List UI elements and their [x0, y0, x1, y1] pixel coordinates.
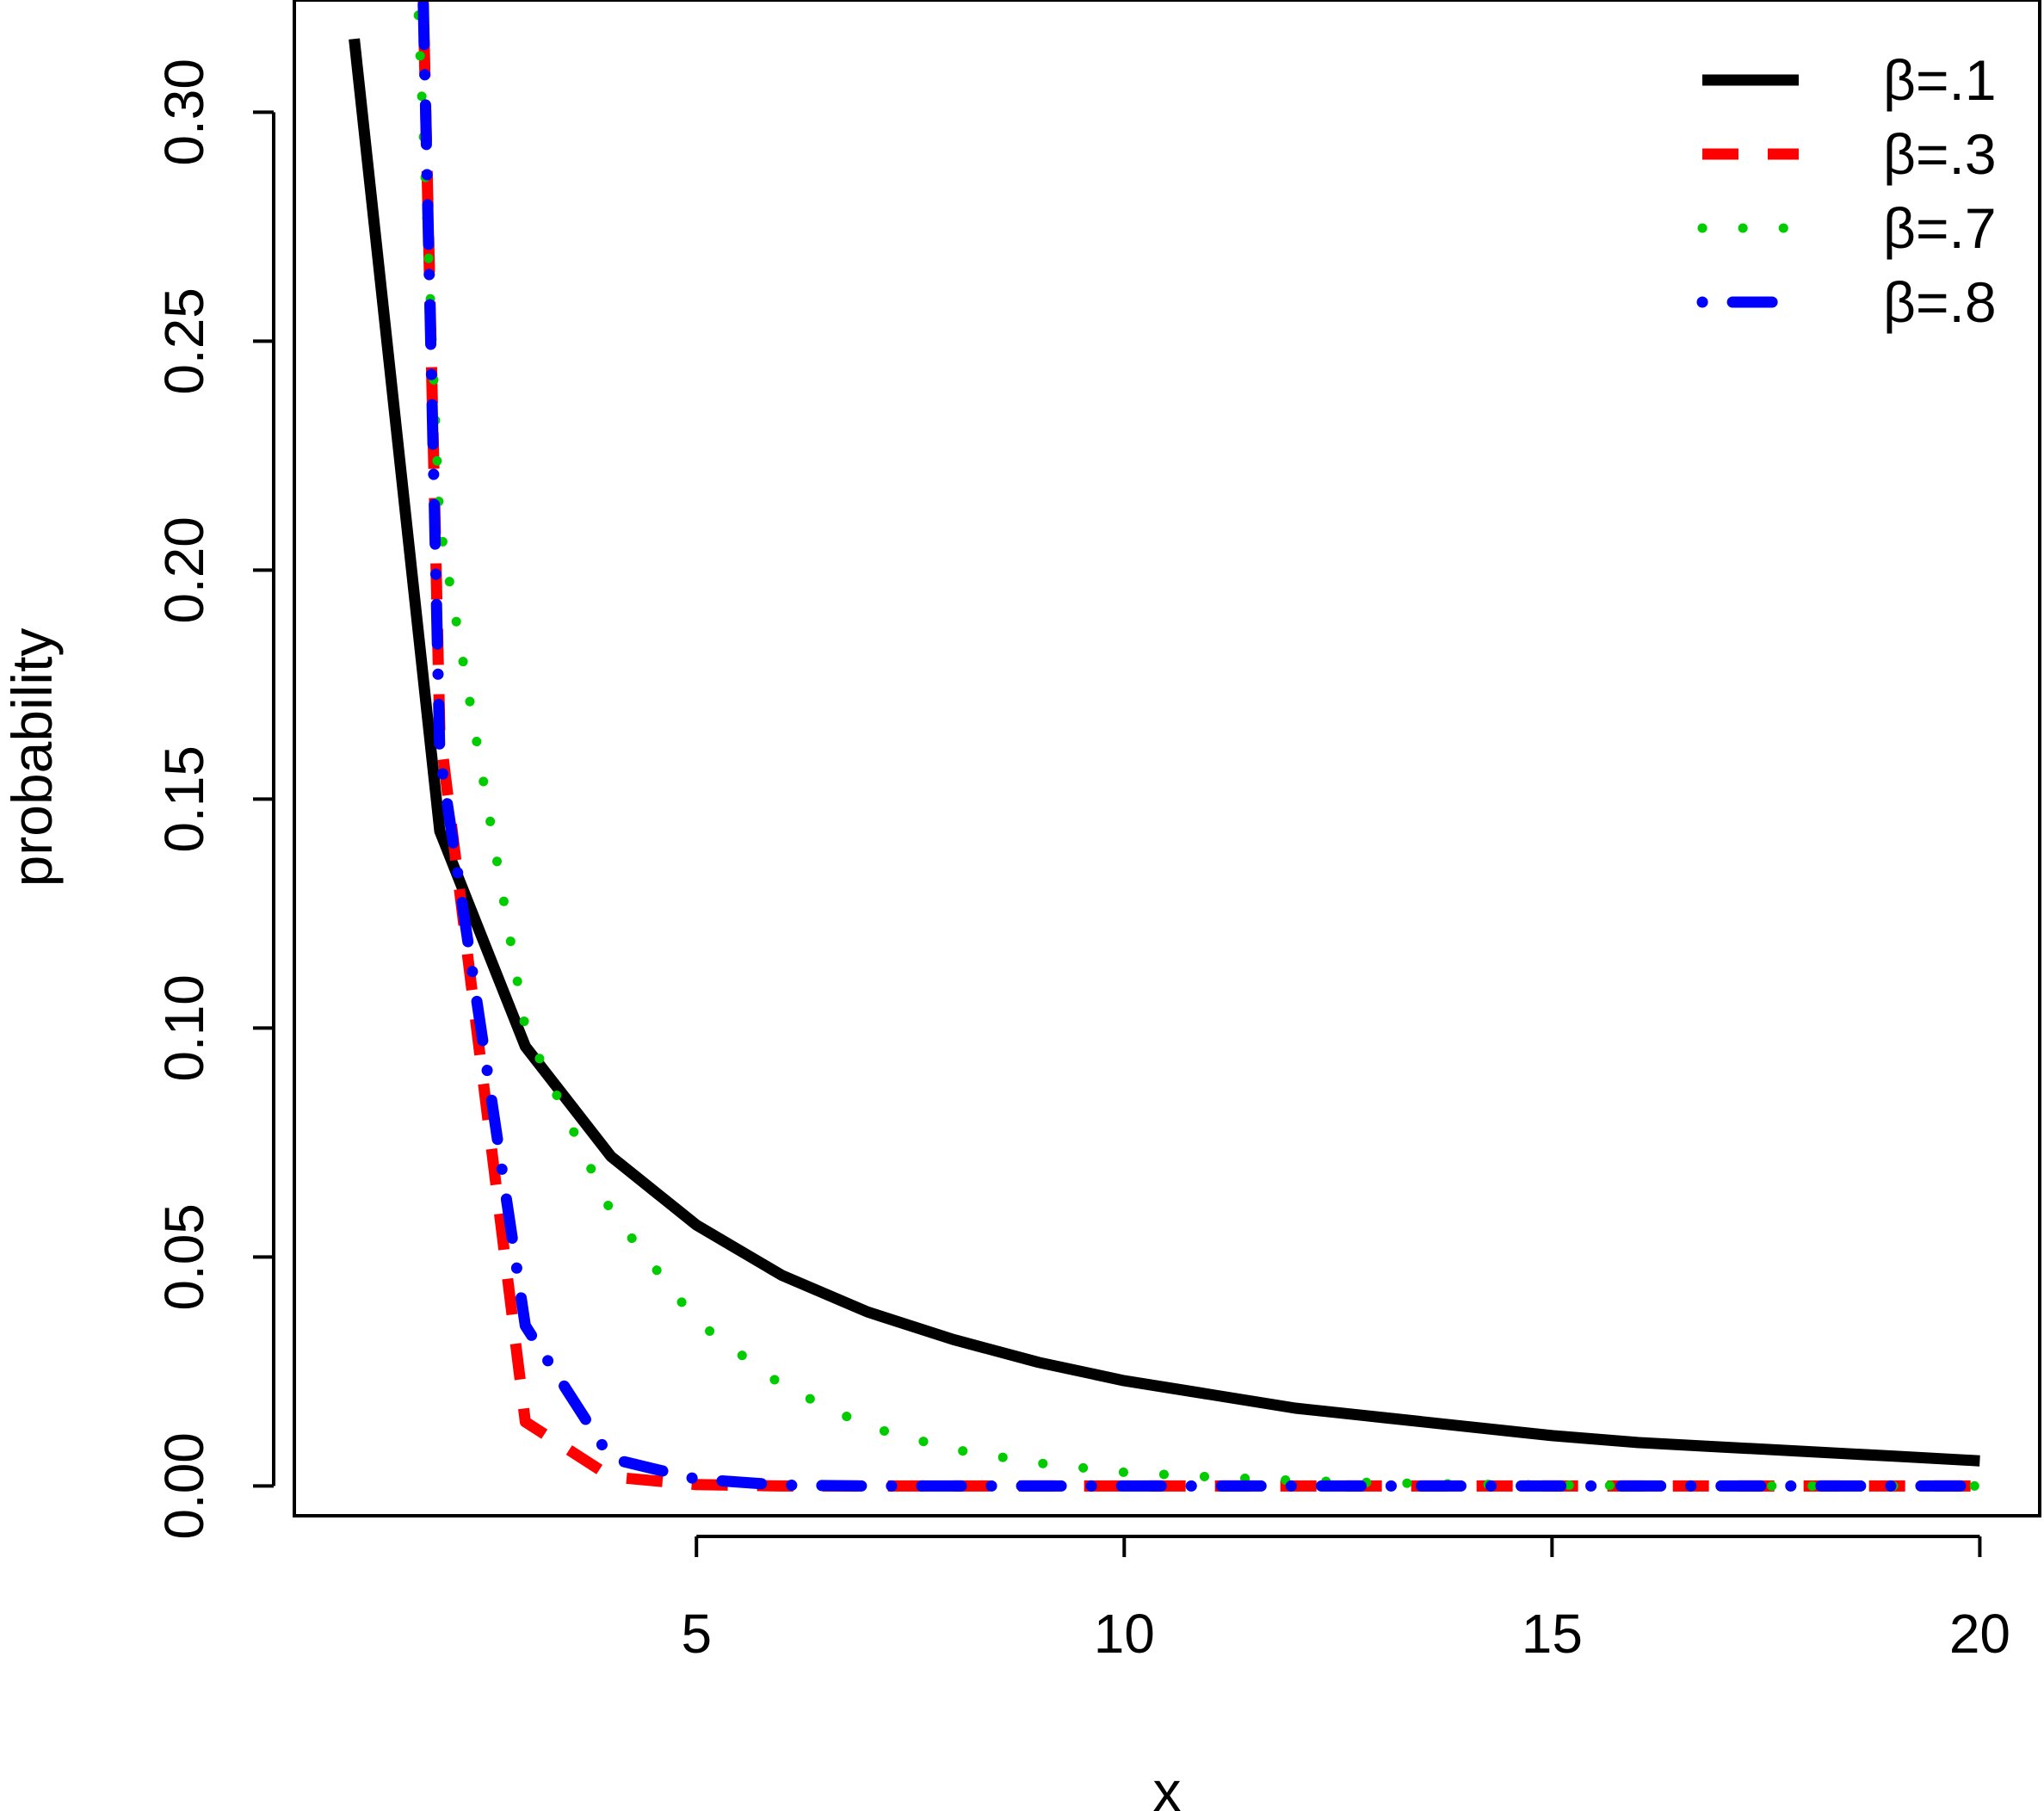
series-line-1 [349, 38, 1980, 1467]
series-3-point [1295, 1480, 1296, 1481]
series-4-point [1038, 1486, 1039, 1487]
series-4-point [1380, 1486, 1381, 1487]
y-axis-title: probability [0, 628, 64, 887]
series-4-point [1124, 1486, 1125, 1487]
series-4-point [1295, 1486, 1296, 1487]
series-3-point [525, 1028, 526, 1029]
series-layer [349, 0, 1985, 1492]
series-1-point [1979, 1461, 1980, 1462]
series-4-point [1552, 1486, 1553, 1487]
series-4-point [1979, 1486, 1980, 1487]
y-axis: 0.00 0.05 0.10 0.15 0.20 0.25 0.30 [153, 59, 275, 1540]
series-3-point [781, 1385, 782, 1386]
legend-label-4: β=.8 [1883, 270, 1997, 334]
series-1-point [354, 39, 355, 40]
series-4-point [1466, 1486, 1467, 1487]
series-3-point [696, 1320, 697, 1321]
series-4-point [1894, 1486, 1895, 1487]
series-1-point [1038, 1362, 1039, 1363]
y-tick-label: 0.00 [153, 1432, 215, 1540]
series-2-point [696, 1484, 697, 1485]
x-axis-title: x [1153, 1759, 1182, 1811]
series-1-point [1209, 1394, 1210, 1395]
series-line-4 [417, 0, 1985, 1492]
series-4-point [1637, 1486, 1638, 1487]
series-1-point [953, 1339, 954, 1340]
series-1-point [1380, 1417, 1381, 1418]
series-4-point [696, 1479, 697, 1480]
series-2-point [781, 1486, 782, 1487]
y-tick-label: 0.30 [153, 59, 215, 166]
series-4-point [1723, 1486, 1724, 1487]
series-4-point [440, 753, 441, 754]
series-4-point [1209, 1486, 1210, 1487]
legend-label-1: β=.1 [1883, 48, 1997, 112]
series-1-point [610, 1156, 611, 1157]
y-tick-label: 0.05 [153, 1203, 215, 1311]
x-tick-label: 10 [1094, 1603, 1155, 1665]
x-tick-label: 15 [1522, 1603, 1583, 1665]
series-3-point [610, 1211, 611, 1212]
series-line-3 [412, 0, 1985, 1491]
series-1-point [696, 1225, 697, 1226]
legend: β=.1 β=.3 β=.7 β=.8 [1696, 48, 1997, 334]
series-1-point [1723, 1447, 1724, 1448]
legend-label-2: β=.3 [1883, 122, 1997, 186]
series-1-point [525, 1046, 526, 1047]
series-3-point [1380, 1482, 1381, 1483]
x-tick-label: 20 [1949, 1603, 2010, 1665]
x-tick-label: 5 [681, 1603, 712, 1665]
series-4-point [781, 1485, 782, 1486]
x-axis: 5 10 15 20 [681, 1535, 2010, 1665]
y-tick-label: 0.15 [153, 745, 215, 853]
series-4-point [610, 1458, 611, 1459]
series-line-2 [417, 0, 1980, 1492]
series-4-point [953, 1486, 954, 1487]
series-1-point [781, 1275, 782, 1276]
series-3-point [1038, 1462, 1039, 1463]
series-1-point [1466, 1426, 1467, 1427]
series-1-point [1637, 1442, 1638, 1443]
series-1-point [1808, 1451, 1809, 1452]
series-2-point [525, 1421, 526, 1422]
series-3-point [1124, 1472, 1125, 1473]
series-1-point [1295, 1407, 1296, 1408]
series-1-point [1552, 1435, 1553, 1436]
y-tick-label: 0.25 [153, 287, 215, 395]
series-4-point [1808, 1486, 1809, 1487]
y-tick-label: 0.20 [153, 516, 215, 624]
series-2-point [610, 1476, 611, 1477]
plot-frame [293, 0, 2041, 1517]
series-3-point [1209, 1476, 1210, 1477]
legend-label-3: β=.7 [1883, 196, 1997, 260]
y-tick-label: 0.10 [153, 974, 215, 1082]
